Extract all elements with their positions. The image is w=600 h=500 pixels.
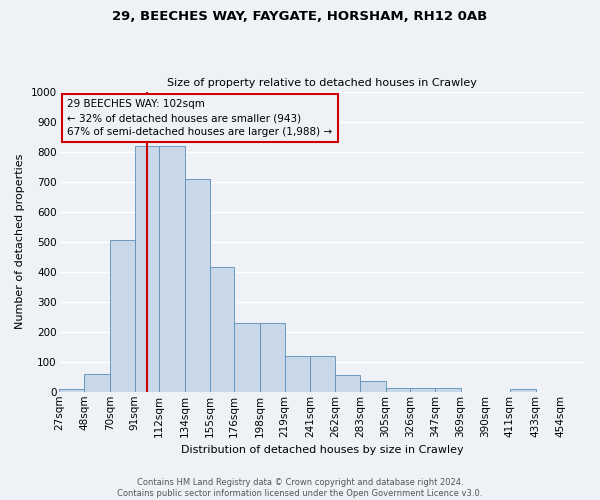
Bar xyxy=(435,388,461,392)
Title: Size of property relative to detached houses in Crawley: Size of property relative to detached ho… xyxy=(167,78,477,88)
Bar xyxy=(59,390,84,392)
Bar xyxy=(335,374,360,392)
Bar xyxy=(159,146,185,392)
Y-axis label: Number of detached properties: Number of detached properties xyxy=(15,154,25,330)
Bar xyxy=(284,356,310,392)
Bar xyxy=(310,356,335,392)
Bar xyxy=(260,322,284,392)
Bar xyxy=(510,390,536,392)
Bar xyxy=(209,267,234,392)
Bar xyxy=(234,322,260,392)
Bar xyxy=(110,240,134,392)
Bar xyxy=(386,388,410,392)
Bar xyxy=(185,178,209,392)
Bar xyxy=(410,388,435,392)
Text: 29 BEECHES WAY: 102sqm
← 32% of detached houses are smaller (943)
67% of semi-de: 29 BEECHES WAY: 102sqm ← 32% of detached… xyxy=(67,99,332,137)
Text: 29, BEECHES WAY, FAYGATE, HORSHAM, RH12 0AB: 29, BEECHES WAY, FAYGATE, HORSHAM, RH12 … xyxy=(112,10,488,23)
Text: Contains HM Land Registry data © Crown copyright and database right 2024.
Contai: Contains HM Land Registry data © Crown c… xyxy=(118,478,482,498)
Bar xyxy=(134,146,159,392)
X-axis label: Distribution of detached houses by size in Crawley: Distribution of detached houses by size … xyxy=(181,445,464,455)
Bar xyxy=(360,382,386,392)
Bar xyxy=(84,374,110,392)
